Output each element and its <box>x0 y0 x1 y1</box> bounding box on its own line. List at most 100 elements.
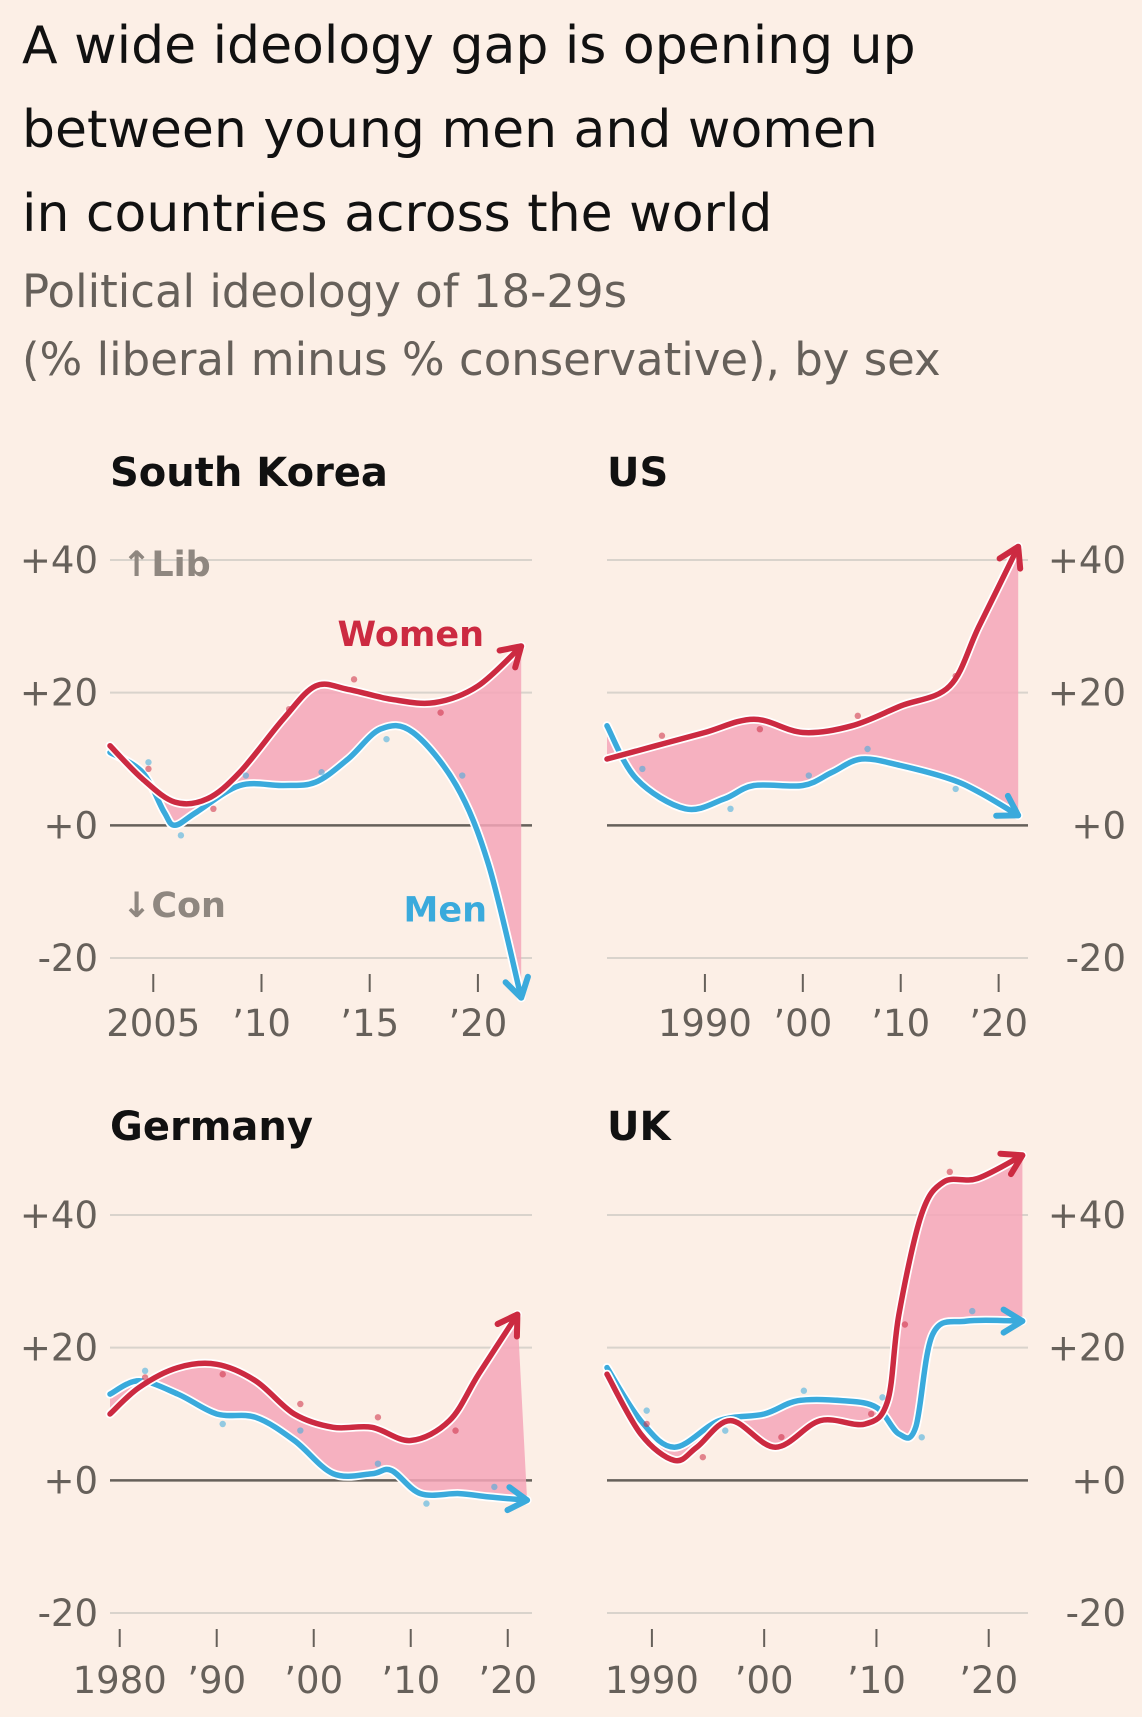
x-tick-label: ’00 <box>735 1659 794 1702</box>
men-line <box>107 722 524 1001</box>
x-tick-label: ’20 <box>448 1002 507 1045</box>
x-tick-label: 2005 <box>106 1002 200 1045</box>
men-point <box>643 1407 650 1414</box>
women-line <box>604 1152 1026 1464</box>
women-point <box>141 1374 149 1381</box>
men-point <box>864 745 871 753</box>
gap-area <box>607 546 1019 816</box>
x-tick-label: ’10 <box>232 1002 291 1045</box>
title-line: in countries across the world <box>22 184 773 244</box>
x-tick-label: 1990 <box>605 1659 699 1702</box>
women-arrowhead <box>997 1150 1026 1178</box>
y-tick-label: +0 <box>43 804 98 847</box>
men-point <box>639 765 646 773</box>
women-point <box>756 726 764 733</box>
men-point <box>969 1307 976 1315</box>
x-tick-label: 1980 <box>73 1659 167 1702</box>
men-point <box>800 1387 808 1394</box>
men-label: Men <box>404 891 487 931</box>
x-tick-label: ’10 <box>381 1659 440 1702</box>
women-point <box>452 1427 459 1434</box>
men-point <box>952 785 959 793</box>
y-tick-label: +20 <box>1048 672 1126 715</box>
y-tick-label: -20 <box>38 1592 98 1635</box>
y-tick-label: +0 <box>1071 1459 1126 1502</box>
women-point <box>145 765 152 773</box>
women-line <box>107 643 524 807</box>
women-point <box>778 1433 785 1441</box>
women-arrowhead <box>494 1311 521 1340</box>
y-tick-label: +20 <box>20 672 98 715</box>
men-point <box>383 735 390 743</box>
women-line <box>107 1311 521 1444</box>
x-tick-label: ’90 <box>187 1659 246 1702</box>
men-point <box>879 1394 886 1401</box>
x-tick-label: ’20 <box>478 1659 537 1702</box>
women-point <box>643 1420 650 1428</box>
men-arrowhead <box>504 1484 531 1514</box>
lib-annotation: ↑Lib ↓Con <box>122 545 226 926</box>
chart-title: A wide ideology gap is opening up betwee… <box>22 4 1122 256</box>
x-tick-label: ’15 <box>340 1002 399 1045</box>
men-point <box>297 1427 304 1434</box>
women-label: Women <box>337 615 484 655</box>
panel-title: US <box>607 450 668 496</box>
men-point <box>459 772 466 779</box>
x-tick-label: 1990 <box>658 1002 752 1045</box>
y-tick-label: +40 <box>20 1194 98 1237</box>
panel-title: South Korea <box>110 450 388 496</box>
women-arrowhead <box>996 543 1024 572</box>
panel-uk: UK +40 +20 +0 -20 1990 ’00 ’10 ’20 <box>602 1104 1126 1702</box>
gap-area <box>110 1314 528 1501</box>
men-point <box>374 1460 382 1467</box>
men-arrowhead <box>502 973 531 1001</box>
x-tick-label: ’20 <box>969 1002 1028 1045</box>
y-tick-label: +20 <box>1048 1327 1126 1370</box>
panel-title: Germany <box>110 1104 313 1150</box>
panel-germany: Germany +40 +20 +0 -20 1980 ’90 ’00 ’10 ’20 <box>20 1104 537 1702</box>
women-point <box>868 1410 875 1418</box>
panel-title: UK <box>607 1104 672 1150</box>
panel-us: US +40 +20 +0 -20 1990 ’00 ’10 ’20 <box>602 450 1126 1045</box>
men-arrowhead <box>993 792 1022 819</box>
y-tick-label: +40 <box>1048 1194 1126 1237</box>
women-point <box>901 1321 909 1328</box>
men-point <box>141 1367 149 1375</box>
gap-area <box>607 1155 1023 1461</box>
men-point <box>727 805 734 812</box>
men-point <box>242 772 250 779</box>
x-tick-label: ’00 <box>284 1659 343 1702</box>
women-point <box>374 1414 382 1421</box>
y-tick-label: -20 <box>38 937 98 980</box>
men-point <box>145 759 152 766</box>
x-tick-label: ’00 <box>773 1002 832 1045</box>
subtitle-line: Political ideology of 18-29s <box>22 265 628 318</box>
y-tick-label: -20 <box>1066 937 1126 980</box>
women-point <box>699 1453 707 1461</box>
men-point <box>805 772 813 779</box>
y-tick-label: +40 <box>20 539 98 582</box>
men-line <box>107 1378 530 1503</box>
women-point <box>210 805 217 812</box>
women-point <box>219 1371 226 1378</box>
chart-subtitle: Political ideology of 18-29s (% liberal … <box>22 258 1122 394</box>
x-tick-label: ’20 <box>959 1659 1018 1702</box>
men-point <box>423 1500 430 1507</box>
men-point <box>918 1434 925 1441</box>
men-point <box>722 1427 729 1434</box>
women-point <box>952 672 959 680</box>
con-label: ↓Con <box>122 886 226 926</box>
men-point <box>318 769 325 776</box>
lib-label: ↑Lib <box>122 545 211 585</box>
men-line <box>604 723 1021 819</box>
women-point <box>350 676 358 683</box>
women-point <box>285 706 293 713</box>
men-point <box>219 1420 226 1428</box>
women-point <box>946 1168 953 1176</box>
y-tick-label: +40 <box>1048 539 1126 582</box>
women-line <box>604 543 1021 762</box>
title-line: A wide ideology gap is opening up <box>22 16 916 76</box>
